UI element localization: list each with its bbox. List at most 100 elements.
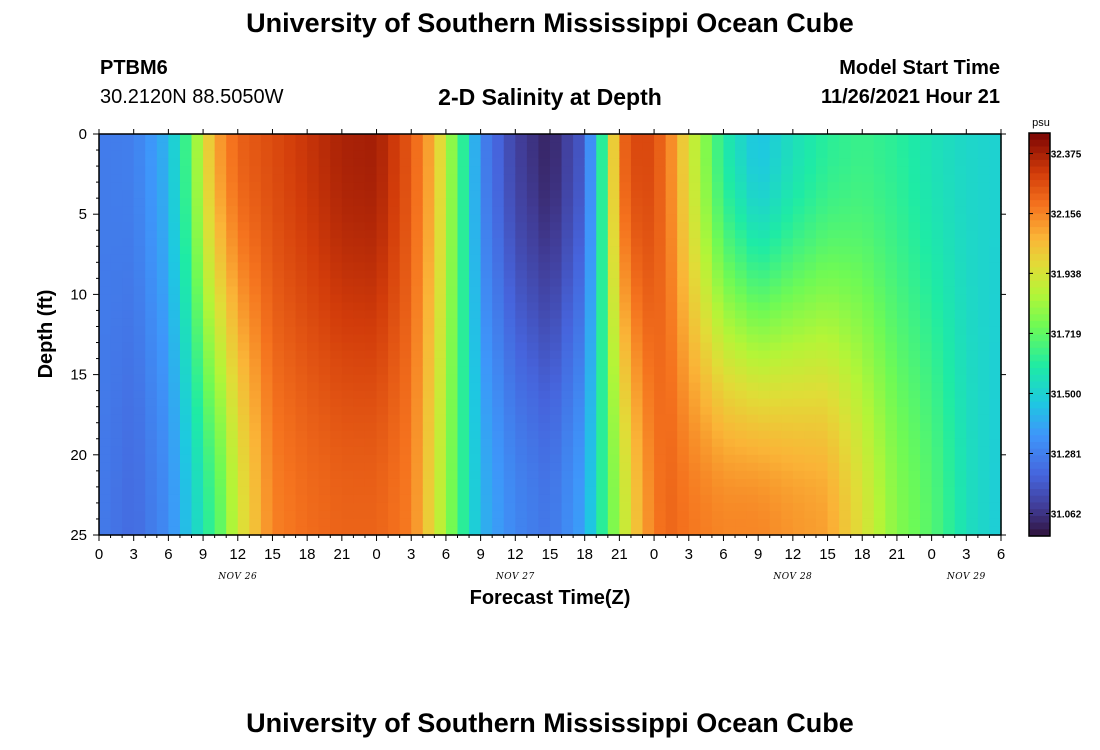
heatmap-cell: [445, 166, 459, 175]
heatmap-cell: [677, 286, 690, 295]
heatmap-cell: [110, 526, 123, 536]
heatmap-cell: [896, 422, 910, 432]
heatmap-cell: [364, 206, 378, 215]
heatmap-cell: [711, 334, 725, 344]
heatmap-cell: [665, 350, 678, 360]
heatmap-cell: [619, 182, 632, 191]
heatmap-cell: [353, 310, 366, 320]
heatmap-cell: [781, 262, 794, 271]
heatmap-cell: [422, 198, 435, 207]
heatmap-cell: [688, 454, 701, 464]
heatmap-cell: [538, 254, 551, 263]
heatmap-cell: [758, 318, 771, 328]
heatmap-cell: [538, 238, 551, 247]
heatmap-cell: [156, 502, 169, 512]
heatmap-cell: [179, 134, 193, 143]
heatmap-cell: [550, 182, 563, 191]
heatmap-cell: [330, 470, 343, 480]
heatmap-cell: [769, 342, 782, 352]
heatmap-cell: [480, 254, 493, 263]
heatmap-cell: [515, 278, 528, 287]
heatmap-cell: [885, 406, 898, 416]
heatmap-cell: [237, 150, 250, 159]
heatmap-cell: [723, 174, 736, 183]
heatmap-cell: [781, 406, 794, 416]
heatmap-cell: [526, 302, 540, 312]
heatmap-cell: [792, 254, 806, 263]
heatmap-cell: [584, 358, 597, 368]
heatmap-cell: [179, 398, 193, 408]
heatmap-cell: [307, 166, 320, 175]
heatmap-cell: [688, 286, 701, 295]
heatmap-cell: [630, 502, 644, 512]
heatmap-cell: [896, 334, 910, 344]
heatmap-cell: [654, 190, 667, 199]
heatmap-cell: [226, 390, 239, 400]
heatmap-cell: [156, 310, 169, 320]
heatmap-cell: [839, 158, 852, 167]
heatmap-cell: [480, 398, 493, 408]
heatmap-cell: [700, 518, 713, 528]
heatmap-cell: [469, 422, 482, 432]
heatmap-cell: [168, 318, 181, 328]
heatmap-cell: [330, 134, 343, 143]
heatmap-cell: [573, 422, 586, 432]
heatmap-cell: [480, 334, 493, 344]
heatmap-cell: [873, 382, 886, 392]
heatmap-cell: [896, 190, 910, 199]
heatmap-cell: [284, 150, 297, 159]
heatmap-cell: [596, 374, 609, 384]
heatmap-cell: [596, 406, 609, 416]
colorbar-segment: [1029, 133, 1050, 141]
heatmap-cell: [584, 374, 597, 384]
heatmap-cell: [920, 302, 933, 312]
heatmap-cell: [353, 174, 366, 183]
heatmap-cell: [203, 518, 216, 528]
heatmap-cell: [931, 238, 944, 247]
heatmap-cell: [272, 486, 285, 496]
heatmap-cell: [156, 254, 169, 263]
heatmap-cell: [203, 254, 216, 263]
heatmap-cell: [492, 174, 505, 183]
heatmap-cell: [295, 198, 308, 207]
heatmap-cell: [411, 182, 424, 191]
heatmap-cell: [307, 222, 320, 231]
heatmap-cell: [596, 470, 609, 480]
heatmap-cell: [434, 406, 447, 416]
colorbar-segment: [1029, 220, 1050, 228]
heatmap-cell: [596, 326, 609, 336]
heatmap-cell: [943, 350, 956, 360]
heatmap-cell: [642, 254, 655, 263]
heatmap-cell: [781, 438, 794, 448]
heatmap-cell: [804, 350, 817, 360]
heatmap-cell: [503, 446, 516, 456]
heatmap-cell: [364, 278, 378, 287]
heatmap-cell: [873, 342, 886, 352]
heatmap-cell: [769, 238, 782, 247]
heatmap-cell: [133, 238, 146, 247]
heatmap-cell: [700, 286, 713, 295]
heatmap-cell: [573, 454, 586, 464]
heatmap-cell: [341, 134, 355, 143]
heatmap-cell: [607, 470, 620, 480]
heatmap-cell: [341, 270, 355, 279]
heatmap-cell: [700, 134, 713, 143]
heatmap-cell: [226, 326, 239, 336]
heatmap-cell: [133, 294, 146, 304]
heatmap-cell: [364, 318, 378, 328]
heatmap-cell: [226, 182, 239, 191]
heatmap-cell: [145, 246, 158, 255]
heatmap-cell: [376, 470, 389, 480]
heatmap-cell: [746, 430, 759, 440]
heatmap-cell: [584, 454, 597, 464]
heatmap-cell: [445, 366, 459, 376]
colorbar-segment: [1029, 421, 1050, 430]
colorbar-segment: [1029, 321, 1050, 329]
heatmap-cell: [561, 246, 574, 255]
heatmap-cell: [399, 286, 412, 295]
heatmap-cell: [677, 406, 690, 416]
heatmap-cell: [469, 446, 482, 456]
heatmap-cell: [920, 198, 933, 207]
heatmap-cell: [873, 150, 886, 159]
heatmap-cell: [792, 438, 806, 448]
